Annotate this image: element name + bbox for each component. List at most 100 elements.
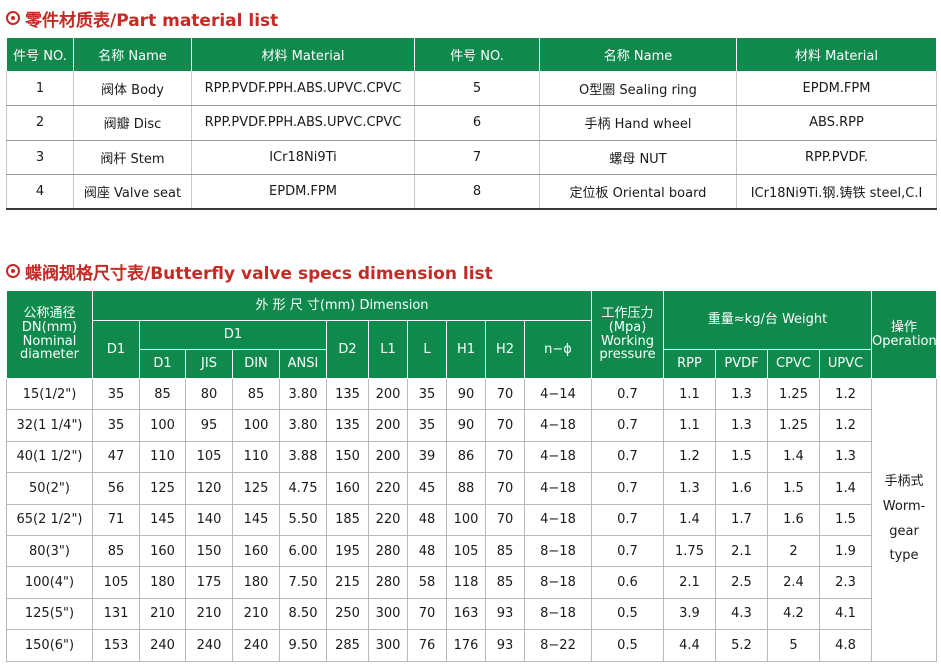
table-cell: 175 bbox=[185, 566, 233, 599]
table-cell: 0.7 bbox=[591, 503, 664, 536]
header-pressure-line: 工作压力 bbox=[601, 306, 654, 322]
operation-text: Worm- bbox=[882, 499, 926, 515]
table-cell: 2.4 bbox=[767, 566, 820, 599]
table-cell: ICr18Ni9Ti.钢.铸铁 steel,C.I bbox=[736, 174, 937, 210]
table-cell: 0.7 bbox=[591, 472, 664, 505]
table-cell: 0.7 bbox=[591, 440, 664, 474]
header-cpvc: CPVC bbox=[767, 349, 820, 379]
header-pressure-line: Working bbox=[600, 333, 655, 349]
header-h1: H1 bbox=[446, 320, 486, 379]
header-material-2: 材料 Material bbox=[736, 38, 937, 71]
table-cell: 93 bbox=[485, 629, 525, 662]
table-row: 40(1 1/2") 47 110 105 110 3.88 150 200 39 86 70 4−1… bbox=[6, 440, 937, 474]
table-cell: 70 bbox=[485, 409, 525, 442]
header-ansi: ANSI bbox=[279, 349, 327, 379]
spec-title-text: 蝶阀规格尺寸表/Butterfly valve specs dimension … bbox=[25, 263, 493, 284]
table-cell: 0.7 bbox=[591, 377, 664, 411]
table-cell: 5 bbox=[767, 629, 820, 662]
table-cell: RPP.PVDF. bbox=[736, 140, 937, 175]
table-cell: 1.25 bbox=[767, 409, 820, 442]
header-pressure: 工作压力 (Mpa) Working pressure bbox=[591, 290, 664, 379]
table-cell: 定位板 Oriental board bbox=[539, 174, 737, 210]
table-cell: 180 bbox=[232, 566, 280, 599]
table-cell: 131 bbox=[92, 597, 140, 631]
operation-cell: 手柄式 Worm-gear type bbox=[871, 378, 938, 662]
table-cell: 180 bbox=[139, 566, 186, 599]
table-row: 3 阀杆 Stem ICr18Ni9Ti 7 螺母 NUT RPP.PVDF. bbox=[6, 140, 937, 175]
header-dn-line: diameter bbox=[20, 347, 79, 363]
table-cell: 125 bbox=[139, 472, 186, 505]
table-cell: 150(6") bbox=[6, 629, 93, 662]
table-row: 125(5") 131 210 210 210 8.50 250 300 70 163 93 8−18… bbox=[6, 597, 937, 631]
table-cell: 0.6 bbox=[591, 566, 664, 599]
table-cell: 110 bbox=[232, 440, 280, 474]
table-row: 50(2") 56 125 120 125 4.75 160 220 45 88 70 4−18 0.7… bbox=[6, 472, 937, 505]
table-cell: 1.75 bbox=[663, 534, 716, 568]
table-cell: 85 bbox=[485, 566, 525, 599]
operation-text: type bbox=[889, 548, 919, 564]
table-cell: 35 bbox=[92, 409, 140, 442]
table-cell: 100 bbox=[139, 409, 186, 442]
table-cell: 195 bbox=[326, 534, 369, 568]
header-pressure-line: pressure bbox=[599, 347, 656, 363]
table-cell: 1.6 bbox=[715, 472, 768, 505]
table-cell: 5.50 bbox=[279, 503, 327, 536]
table-cell: 200 bbox=[368, 440, 408, 474]
header-jis: JIS bbox=[185, 349, 233, 379]
table-cell: 1.3 bbox=[663, 472, 716, 505]
table-cell: 135 bbox=[326, 409, 369, 442]
table-cell: 阀杆 Stem bbox=[73, 140, 192, 175]
table-cell: 95 bbox=[185, 409, 233, 442]
table-cell: 70 bbox=[485, 440, 525, 474]
table-cell: O型圈 Sealing ring bbox=[539, 71, 737, 106]
table-cell: 125 bbox=[232, 472, 280, 505]
table-cell: 35 bbox=[92, 377, 140, 411]
table-cell: 3.80 bbox=[279, 409, 327, 442]
header-name-2: 名称 Name bbox=[539, 38, 737, 71]
header-dn-line: Nominal bbox=[22, 333, 77, 349]
table-cell: 1.5 bbox=[767, 472, 820, 505]
header-no-1: 件号 NO. bbox=[6, 38, 74, 71]
table-cell: 85 bbox=[232, 377, 280, 411]
table-cell: 0.5 bbox=[591, 629, 664, 662]
table-cell: 4.1 bbox=[818, 597, 873, 631]
header-din: DIN bbox=[232, 349, 280, 379]
table-cell: 3 bbox=[6, 140, 74, 175]
table-cell: 210 bbox=[185, 597, 233, 631]
table-cell: 7.50 bbox=[279, 566, 327, 599]
table-cell: 40(1 1/2") bbox=[6, 440, 93, 474]
table-cell: 32(1 1/4") bbox=[6, 409, 93, 442]
table-cell: 145 bbox=[139, 503, 186, 536]
table-cell: 125(5") bbox=[6, 597, 93, 631]
table-cell: 285 bbox=[326, 629, 369, 662]
table-cell: 阀体 Body bbox=[73, 71, 192, 106]
table-cell: 1.3 bbox=[818, 440, 873, 474]
table-cell: 2.5 bbox=[715, 566, 768, 599]
header-pvdf: PVDF bbox=[715, 349, 768, 379]
table-cell: 0.5 bbox=[591, 597, 664, 631]
table-cell: 4−18 bbox=[524, 440, 592, 474]
table-cell: 1.2 bbox=[818, 409, 873, 442]
table-cell: 3.88 bbox=[279, 440, 327, 474]
header-name-1: 名称 Name bbox=[73, 38, 192, 71]
table-cell: 240 bbox=[185, 629, 233, 662]
header-operation-line: Operation bbox=[872, 333, 937, 349]
spec-header-row-2: D1 D1 D2 L1 L H1 H2 n−ϕ bbox=[7, 320, 937, 379]
table-cell: 300 bbox=[368, 629, 408, 662]
table-cell: ICr18Ni9Ti bbox=[191, 140, 415, 175]
table-cell: 1.6 bbox=[767, 503, 820, 536]
table-cell: 4.8 bbox=[818, 629, 873, 662]
table-cell: 220 bbox=[368, 503, 408, 536]
table-cell: 200 bbox=[368, 377, 408, 411]
table-cell: 4.2 bbox=[767, 597, 820, 631]
parts-section-title: 零件材质表/Part material list bbox=[6, 5, 278, 31]
table-cell: 4 bbox=[6, 174, 74, 210]
table-cell: 150 bbox=[185, 534, 233, 568]
butterfly-valve-spec-table: 公称通径 DN(mm) Nominal diameter 外 形 尺 寸(mm)… bbox=[6, 290, 938, 662]
table-cell: 58 bbox=[407, 566, 447, 599]
operation-text: 手柄式 bbox=[884, 474, 924, 490]
table-cell: 1.3 bbox=[715, 377, 768, 411]
table-cell: 80(3") bbox=[6, 534, 93, 568]
spec-section-title: 蝶阀规格尺寸表/Butterfly valve specs dimension … bbox=[6, 258, 493, 284]
table-cell: 200 bbox=[368, 409, 408, 442]
